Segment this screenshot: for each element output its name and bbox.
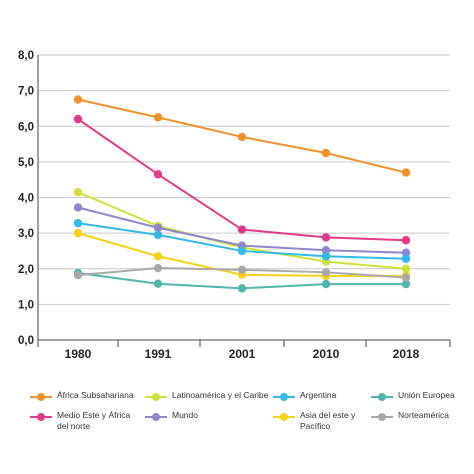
data-point [153,230,163,240]
y-tick-label: 0,0 [18,335,34,347]
data-point [73,114,83,124]
data-point [401,236,411,245]
legend-label: Asia del este y Pacífico [300,410,356,431]
legend-label: África Subsahariana [57,390,134,400]
x-tick-label: 1980 [65,347,92,361]
data-point [237,132,247,142]
data-point [237,225,247,234]
data-point [153,263,163,273]
series-medio-este-y-frica-del-norte [73,114,411,245]
legend-item-latinoamerica: Latinoamérica y el Caribe [145,390,272,402]
data-point [73,203,83,212]
data-point [237,265,247,275]
y-tick-label: 7,0 [18,86,34,98]
data-point [237,284,247,293]
legend-swatch [145,411,167,422]
line-chart: 0,0 1,0 2,0 3,0 4,0 5,0 6,0 7,0 8,0 1980 1991 2001… [18,50,451,361]
legend-swatch [273,391,295,402]
x-axis-ticks: 1980 1991 2001 2010 2018 [65,347,420,361]
legend-item-norteamerica: Norteamérica [371,410,470,422]
data-point [401,279,411,289]
legend-swatch [371,391,393,402]
data-point [401,254,411,263]
legend-swatch [30,411,52,422]
data-point [237,246,247,256]
legend-swatch [371,411,393,422]
y-tick-label: 3,0 [18,228,34,240]
x-tick-label: 2010 [313,347,340,361]
x-tick-label: 1991 [145,347,172,361]
series--frica-subsahariana [73,95,411,177]
legend-label: Argentina [300,390,337,400]
data-point [321,148,331,158]
data-point [153,252,163,261]
series-group [73,95,411,293]
x-tick-label: 2018 [393,347,420,361]
axes [37,55,451,347]
data-point [73,218,83,228]
series-norteam-rica [73,263,411,282]
legend-swatch [145,391,167,402]
data-point [153,223,163,232]
data-point [73,228,83,238]
data-point [73,270,83,280]
y-tick-label: 8,0 [18,50,34,62]
data-point [401,273,411,282]
y-tick-label: 1,0 [18,299,34,311]
y-tick-label: 2,0 [18,264,34,276]
data-point [153,279,163,288]
data-point [401,168,411,177]
legend-label: Latinoamérica y el Caribe [172,390,269,400]
legend-item-mundo: Mundo [145,410,252,422]
legend-swatch [30,391,52,402]
x-tick-label: 2001 [229,347,256,361]
series-argentina [73,218,411,263]
y-axis-ticks: 0,0 1,0 2,0 3,0 4,0 5,0 6,0 7,0 8,0 [18,50,34,347]
legend-item-africa-subsahariana: África Subsahariana [30,390,137,402]
legend-item-asia-del-este: Asia del este y Pacífico [273,410,364,432]
data-point [321,246,331,255]
y-tick-label: 5,0 [18,157,34,169]
data-point [321,252,331,261]
data-point [73,187,83,197]
data-point [401,264,411,273]
legend-swatch [273,411,295,422]
y-tick-label: 6,0 [18,121,34,133]
data-point [401,248,411,257]
data-point [321,279,331,289]
y-tick-label: 4,0 [18,193,34,205]
data-point [321,268,331,277]
legend-label: Unión Europea [398,390,455,400]
legend-item-union-europea: Unión Europea [371,390,470,402]
legend: África Subsahariana Latinoamérica y el C… [0,382,474,474]
data-point [321,233,331,242]
data-point [73,95,83,104]
legend-item-medio-este: Medio Este y África del norte [30,410,141,432]
data-point [153,170,163,179]
legend-label: Medio Este y África del norte [57,410,131,431]
legend-label: Norteamérica [398,410,450,420]
legend-item-argentina: Argentina [273,390,380,402]
legend-label: Mundo [172,410,198,420]
data-point [153,113,163,122]
